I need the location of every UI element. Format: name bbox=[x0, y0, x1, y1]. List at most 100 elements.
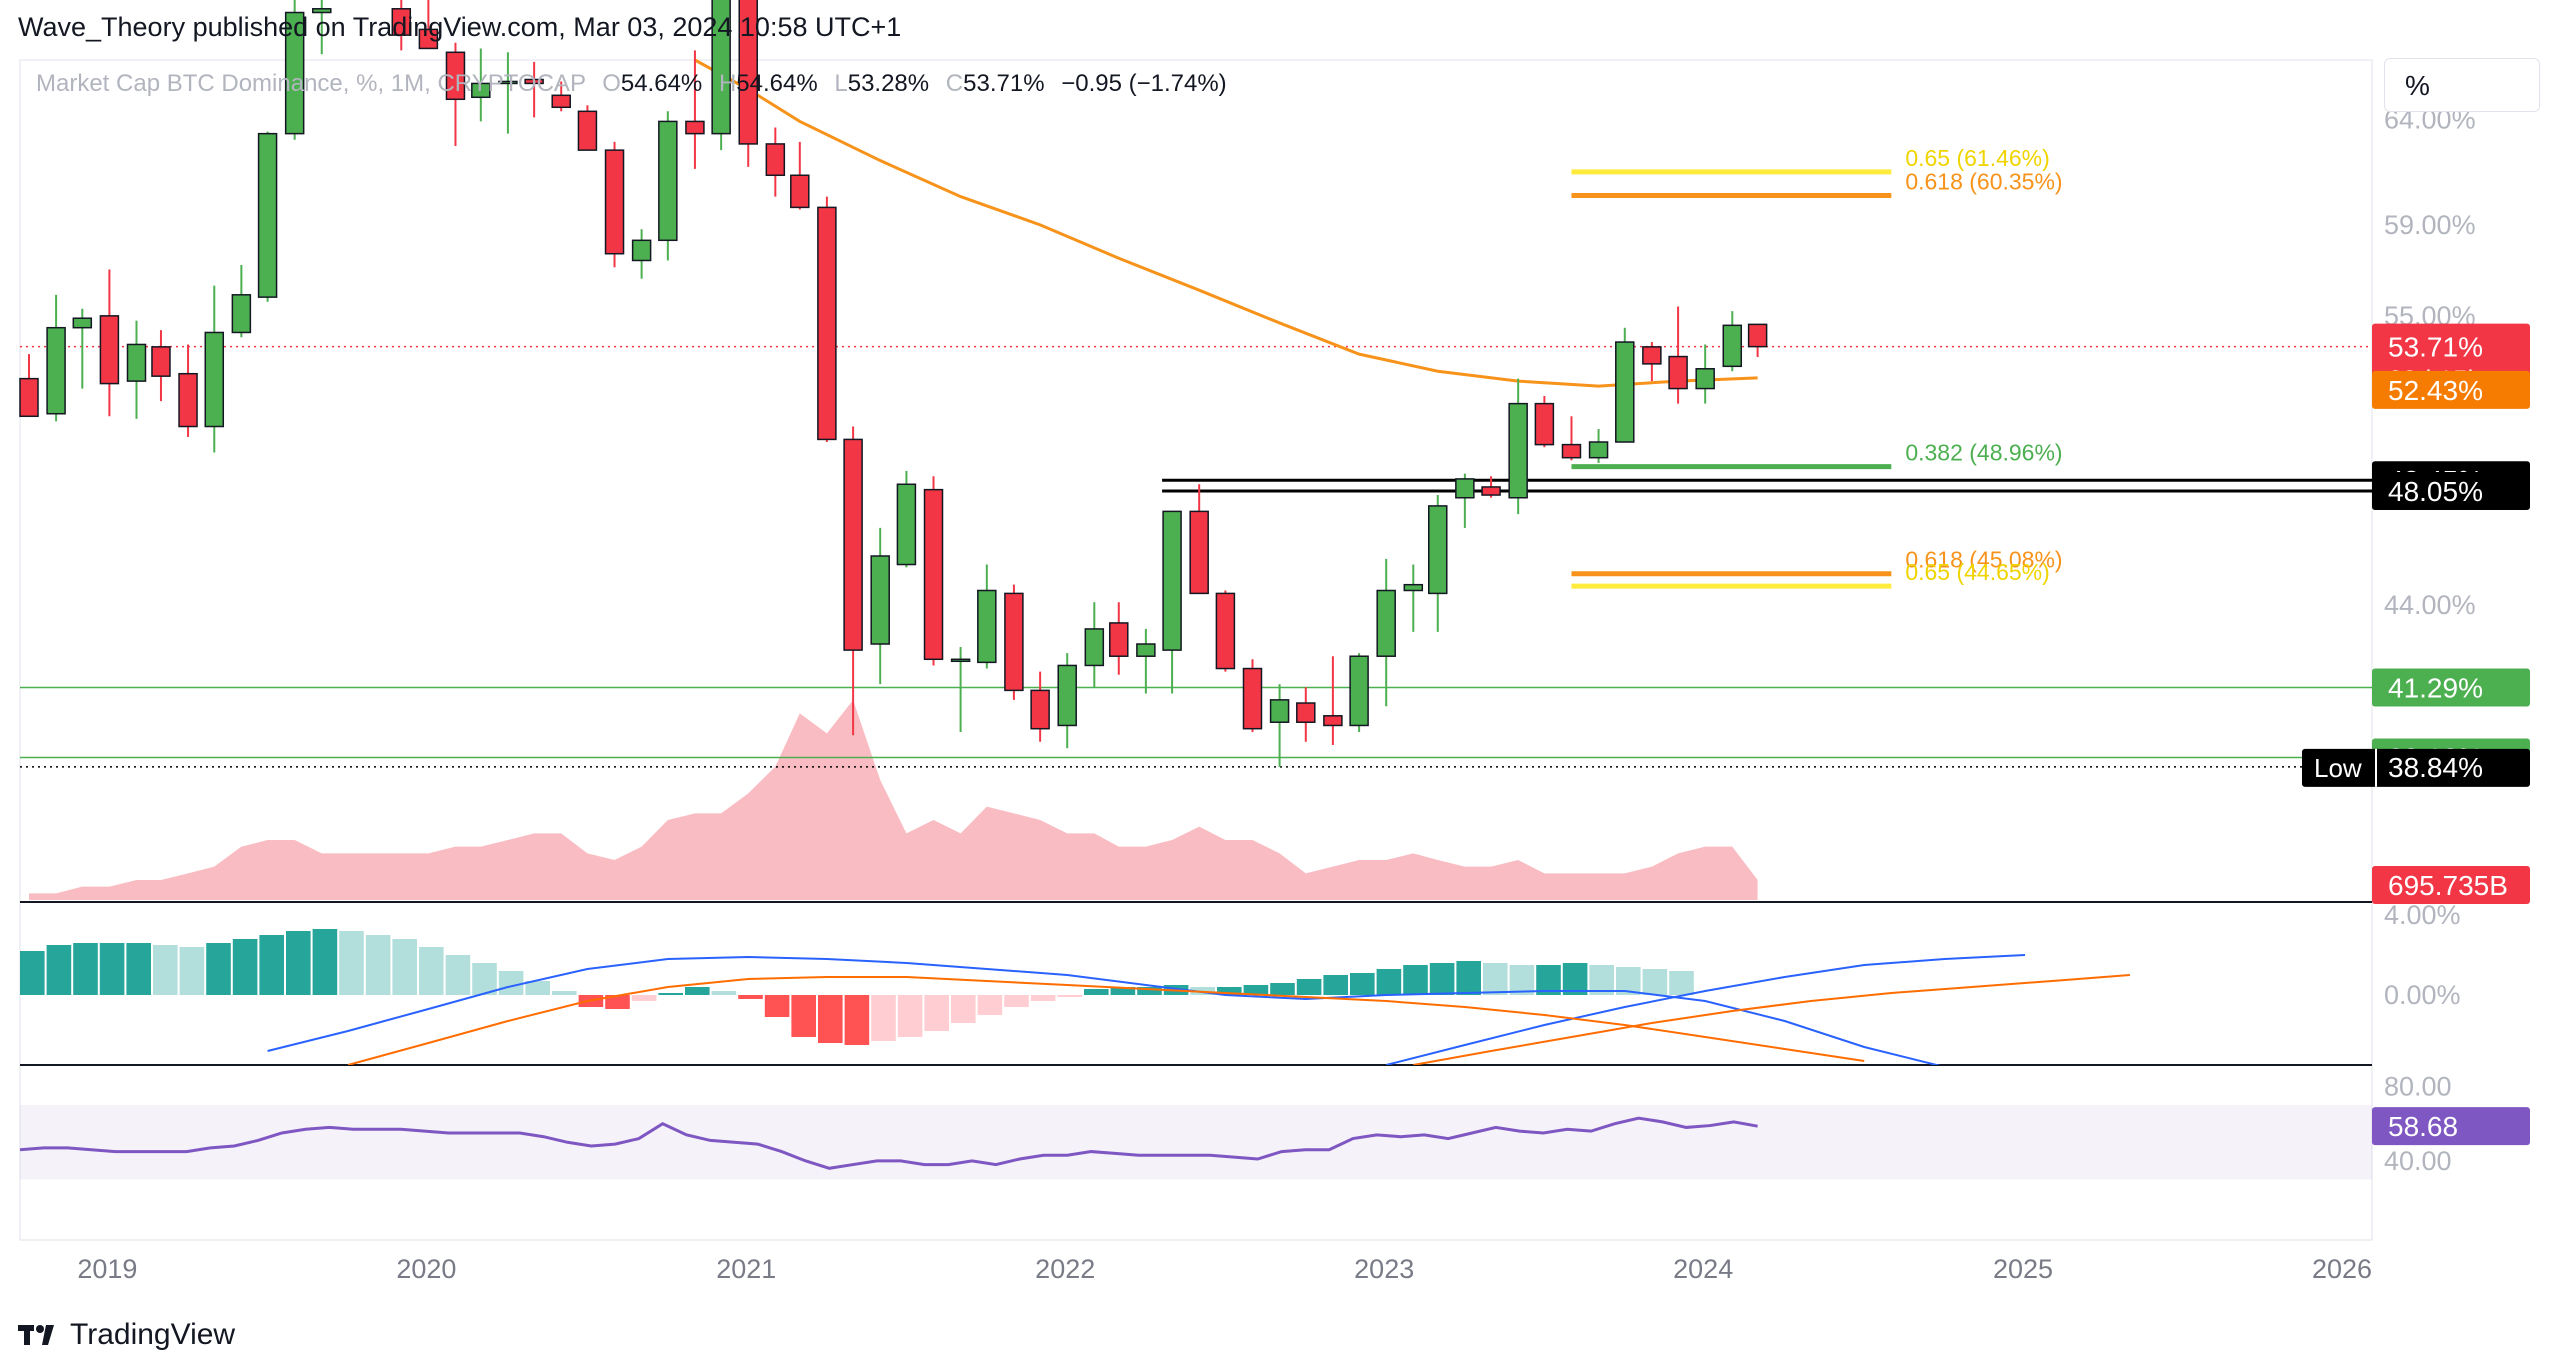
candle bbox=[711, 0, 731, 151]
candle bbox=[790, 141, 810, 210]
candle bbox=[577, 105, 598, 151]
candle bbox=[391, 0, 412, 51]
candle-body bbox=[1534, 402, 1555, 446]
macd-pane bbox=[20, 929, 2130, 1065]
candle bbox=[1615, 327, 1635, 443]
tradingview-brand[interactable]: TradingView bbox=[18, 1318, 235, 1352]
macd-histogram-bar bbox=[1084, 989, 1109, 995]
macd-histogram-bar bbox=[232, 939, 258, 995]
fib-level-label: 0.382 (48.96%) bbox=[1905, 440, 2062, 466]
candle bbox=[685, 50, 705, 169]
macd-histogram-bar bbox=[20, 951, 45, 995]
candle-body bbox=[1561, 443, 1582, 459]
macd-histogram-bar bbox=[924, 995, 949, 1031]
macd-histogram-bar bbox=[1030, 995, 1056, 1001]
candle bbox=[1695, 344, 1715, 404]
candle-body bbox=[1376, 589, 1396, 657]
candle-body bbox=[1588, 441, 1609, 459]
macd-histogram-bar bbox=[685, 987, 710, 995]
candle bbox=[843, 426, 863, 736]
fib-level-label: 0.618 (60.35%) bbox=[1905, 169, 2062, 195]
candle-body bbox=[765, 143, 786, 177]
volume-area bbox=[29, 700, 1758, 900]
macd-histogram-bar bbox=[764, 995, 790, 1017]
price-tag-text: 41.29% bbox=[2388, 673, 2483, 704]
macd-histogram-bar bbox=[1004, 995, 1029, 1007]
candle bbox=[231, 265, 252, 338]
candle-body bbox=[870, 555, 890, 645]
x-tick-label: 2024 bbox=[1673, 1254, 1733, 1284]
candle bbox=[19, 354, 39, 418]
rsi-value-tag-text: 58.68 bbox=[2388, 1111, 2458, 1142]
candle-body bbox=[498, 80, 518, 85]
macd-histogram-bar bbox=[392, 939, 417, 995]
rsi-line bbox=[19, 1116, 1758, 1170]
rsi-band bbox=[20, 1105, 2372, 1180]
candle-body bbox=[257, 132, 278, 298]
candle-body bbox=[1084, 628, 1105, 667]
candle-body bbox=[1109, 622, 1129, 657]
candle-body bbox=[896, 483, 917, 566]
symbol-title[interactable]: Market Cap BTC Dominance, %, 1M, CRYPTOC… bbox=[36, 70, 586, 97]
price-tag: 41.29% bbox=[2372, 668, 2530, 707]
candle bbox=[178, 344, 198, 437]
macd-line bbox=[1385, 954, 2026, 1065]
candles-layer bbox=[19, 0, 1768, 767]
macd-histogram-bar bbox=[631, 995, 657, 1001]
price-tag-bg bbox=[2372, 668, 2530, 707]
macd-histogram-bar bbox=[498, 971, 524, 995]
low-tag-bg bbox=[2302, 748, 2530, 787]
x-tick-label: 2022 bbox=[1035, 1254, 1095, 1284]
candle-body bbox=[524, 78, 544, 85]
candle bbox=[1747, 323, 1768, 358]
fib-level-label: 0.65 (44.65%) bbox=[1905, 559, 2049, 585]
plot-area bbox=[19, 59, 2373, 1241]
candle-body bbox=[1057, 664, 1077, 727]
candle-body bbox=[604, 149, 625, 255]
macd-histogram-bar bbox=[1110, 987, 1136, 995]
candle bbox=[1057, 653, 1077, 749]
candle-body bbox=[418, 28, 439, 50]
high-value: 54.64% bbox=[736, 70, 818, 97]
candle bbox=[1376, 558, 1396, 707]
percent-scale-button[interactable]: % bbox=[2384, 58, 2540, 112]
candle bbox=[977, 564, 997, 669]
ohlc-legend: Market Cap BTC Dominance, %, 1M, CRYPTOC… bbox=[36, 70, 1227, 98]
candle-body bbox=[631, 239, 652, 262]
candle bbox=[1269, 684, 1290, 767]
candle bbox=[151, 330, 171, 402]
candle-body bbox=[1695, 368, 1715, 390]
candle bbox=[1162, 510, 1182, 694]
candle bbox=[46, 294, 66, 422]
candle-body bbox=[391, 8, 412, 36]
macd-histogram-bar bbox=[339, 931, 364, 995]
candle bbox=[950, 647, 971, 732]
candle bbox=[1004, 584, 1024, 700]
candle bbox=[1109, 602, 1129, 675]
candle bbox=[631, 229, 652, 279]
candle bbox=[1588, 429, 1609, 463]
macd-histogram-bar bbox=[1509, 965, 1535, 995]
macd-line bbox=[267, 955, 1941, 1065]
candle-body bbox=[658, 120, 678, 242]
candle-body bbox=[1668, 355, 1688, 390]
candle bbox=[1481, 476, 1501, 498]
candle-body bbox=[923, 488, 944, 661]
macd-histogram-bar bbox=[99, 943, 125, 995]
candle-body bbox=[1481, 486, 1501, 496]
candle-body bbox=[99, 315, 120, 385]
volume-tag-text: 695.735B bbox=[2388, 870, 2508, 901]
macd-histogram-bar bbox=[871, 995, 896, 1041]
candle bbox=[1030, 671, 1050, 742]
candle-body bbox=[1323, 715, 1343, 727]
low-tag-label: Low bbox=[2314, 753, 2362, 783]
candle-body bbox=[977, 589, 997, 664]
x-tick-label: 2019 bbox=[77, 1254, 137, 1284]
candle-body bbox=[46, 326, 66, 415]
candle bbox=[551, 81, 571, 112]
candle-body bbox=[1349, 655, 1369, 727]
candle-body bbox=[1508, 402, 1528, 499]
candle bbox=[658, 111, 678, 261]
tradingview-logo-icon bbox=[18, 1325, 54, 1345]
macd-histogram-bar bbox=[206, 943, 231, 995]
